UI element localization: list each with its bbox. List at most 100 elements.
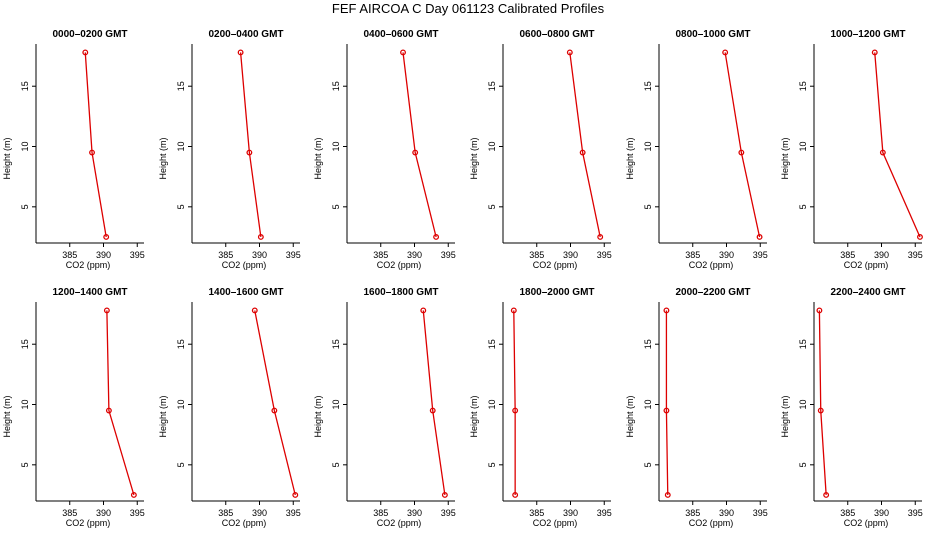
y-tick-label: 5 <box>20 204 30 209</box>
x-tick-label: 385 <box>373 508 388 518</box>
x-tick-label: 385 <box>62 508 77 518</box>
data-point <box>412 149 419 156</box>
y-tick-label: 15 <box>20 81 30 91</box>
x-tick-label: 385 <box>218 250 233 260</box>
data-point <box>441 492 448 498</box>
data-point <box>566 49 573 56</box>
y-axis-label: Height (m) <box>158 137 168 179</box>
x-tick-label: 390 <box>252 508 267 518</box>
data-point <box>871 49 878 56</box>
panel-title: 1600–1800 GMT <box>363 287 438 298</box>
y-axis-label: Height (m) <box>625 137 635 179</box>
x-axis-label: CO2 (ppm) <box>377 260 422 270</box>
y-tick-label: 5 <box>331 204 341 209</box>
panel-title: 0000–0200 GMT <box>52 29 127 40</box>
co2-profile-line <box>106 310 135 496</box>
data-point <box>817 407 824 414</box>
y-axis-label: Height (m) <box>469 137 479 179</box>
x-axis-label: CO2 (ppm) <box>222 518 267 528</box>
x-tick-label: 385 <box>840 250 855 260</box>
data-point <box>433 234 440 240</box>
co2-profile-line <box>422 310 446 496</box>
co2-profile-line <box>569 52 601 238</box>
y-tick-label: 15 <box>798 81 808 91</box>
x-tick-label: 395 <box>130 508 145 518</box>
y-tick-label: 15 <box>487 81 497 91</box>
figure-title: FEF AIRCOA C Day 061123 Calibrated Profi… <box>331 1 605 16</box>
data-point <box>664 492 671 498</box>
y-axis-label: Height (m) <box>158 395 168 437</box>
y-axis-label: Height (m) <box>2 137 12 179</box>
x-tick-label: 395 <box>441 508 456 518</box>
x-tick-label: 385 <box>529 250 544 260</box>
y-tick-label: 5 <box>798 204 808 209</box>
data-point <box>103 307 110 314</box>
y-tick-label: 15 <box>331 81 341 91</box>
data-point <box>879 149 886 156</box>
y-axis-label: Height (m) <box>780 137 790 179</box>
x-tick-label: 390 <box>719 250 734 260</box>
data-point <box>420 307 427 314</box>
data-point <box>237 49 244 56</box>
y-axis-label: Height (m) <box>625 395 635 437</box>
x-axis-label: CO2 (ppm) <box>222 260 267 270</box>
x-axis-label: CO2 (ppm) <box>533 260 578 270</box>
x-tick-label: 390 <box>874 250 889 260</box>
data-point <box>816 307 823 314</box>
x-tick-label: 390 <box>407 508 422 518</box>
panel-title: 1800–2000 GMT <box>519 287 594 298</box>
panel-title: 2000–2200 GMT <box>675 287 750 298</box>
y-axis-label: Height (m) <box>2 395 12 437</box>
data-point <box>130 492 137 498</box>
y-axis-label: Height (m) <box>469 395 479 437</box>
profile-panel: 0800–1000 GMT 385 390 395 5 10 15 CO2 (ppm) Heig… <box>625 29 768 270</box>
x-tick-label: 395 <box>753 508 768 518</box>
panel-title: 1400–1600 GMT <box>208 287 283 298</box>
y-tick-label: 15 <box>643 81 653 91</box>
x-tick-label: 385 <box>218 508 233 518</box>
x-axis-label: CO2 (ppm) <box>689 518 734 528</box>
profile-panel: 0000–0200 GMT 385 390 395 5 10 15 CO2 (ppm) Heig… <box>2 29 145 270</box>
x-tick-label: 395 <box>286 250 301 260</box>
data-point <box>400 49 406 56</box>
x-tick-label: 390 <box>407 250 422 260</box>
x-tick-label: 385 <box>840 508 855 518</box>
co2-profile-line <box>239 52 262 238</box>
x-tick-label: 395 <box>908 250 923 260</box>
data-point <box>257 234 264 240</box>
x-tick-label: 395 <box>908 508 923 518</box>
x-tick-label: 395 <box>286 508 301 518</box>
data-point <box>917 234 923 240</box>
y-tick-label: 5 <box>487 204 497 209</box>
y-tick-label: 15 <box>176 81 186 91</box>
co2-profile-line <box>402 52 437 238</box>
profile-panel: 0200–0400 GMT 385 390 395 5 10 15 CO2 (ppm) Heig… <box>158 29 301 270</box>
y-tick-label: 10 <box>331 142 341 152</box>
y-tick-label: 10 <box>798 400 808 410</box>
data-point <box>82 49 89 56</box>
y-tick-label: 10 <box>798 142 808 152</box>
x-tick-label: 385 <box>529 508 544 518</box>
y-tick-label: 5 <box>798 462 808 467</box>
y-tick-label: 10 <box>487 400 497 410</box>
data-point <box>510 307 517 314</box>
x-tick-label: 395 <box>753 250 768 260</box>
data-point <box>579 149 586 156</box>
panel-title: 0400–0600 GMT <box>363 29 438 40</box>
x-axis-label: CO2 (ppm) <box>66 260 111 270</box>
y-tick-label: 15 <box>20 339 30 349</box>
data-point <box>597 234 604 240</box>
data-point <box>103 234 110 240</box>
y-tick-label: 5 <box>643 204 653 209</box>
profile-panel: 0400–0600 GMT 385 390 395 5 10 15 CO2 (ppm) Heig… <box>313 29 456 270</box>
y-axis-label: Height (m) <box>313 395 323 437</box>
data-point <box>251 307 258 314</box>
data-point <box>823 492 830 498</box>
y-tick-label: 5 <box>176 462 186 467</box>
x-tick-label: 390 <box>719 508 734 518</box>
y-tick-label: 5 <box>487 462 497 467</box>
data-point <box>292 492 299 498</box>
data-point <box>738 149 745 156</box>
x-axis-label: CO2 (ppm) <box>689 260 734 270</box>
